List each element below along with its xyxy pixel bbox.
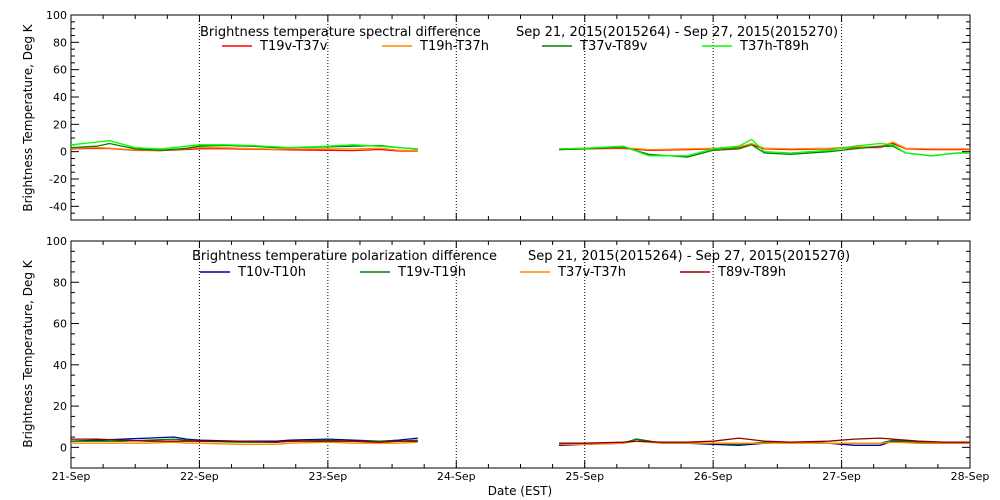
- y-axis-label: Brightness Temperature, Deg K: [21, 259, 35, 447]
- legend-label: T19v-T19h: [397, 265, 466, 280]
- plot-frame: [70, 14, 971, 221]
- legend-label: T19v-T37v: [259, 39, 328, 54]
- y-tick-label: 20: [53, 118, 67, 131]
- x-axis-label: Date (EST): [488, 484, 552, 498]
- y-tick-label: 100: [46, 9, 67, 22]
- series-line: [70, 146, 418, 151]
- x-tick-label: 27-Sep: [822, 470, 861, 483]
- y-tick-label: 0: [60, 146, 67, 159]
- legend-label: T89v-T89h: [717, 265, 786, 280]
- x-tick-label: 23-Sep: [309, 470, 348, 483]
- vertical-grid: [198, 241, 843, 468]
- series-line: [558, 141, 970, 151]
- legend: T19v-T37v T19h-T37h T37v-T89v T37h-T89h: [222, 39, 809, 54]
- y-tick-label: 80: [53, 276, 67, 289]
- x-tick-label: 26-Sep: [694, 470, 733, 483]
- legend-label: T10v-T10h: [237, 265, 306, 280]
- y-axis-label: Brightness Temperature, Deg K: [21, 23, 35, 211]
- y-tick-label: 60: [53, 318, 67, 331]
- series-line: [71, 438, 418, 443]
- legend: T10v-T10h T19v-T19h T37v-T37h T89v-T89h: [200, 265, 786, 280]
- legend-label: T37h-T89h: [739, 39, 809, 54]
- plot-frame: [70, 240, 971, 469]
- x-axis: [70, 15, 971, 220]
- y-tick-label: 100: [46, 235, 67, 248]
- chart-title: Brightness temperature polarization diff…: [192, 249, 497, 264]
- x-tick-label: 24-Sep: [437, 470, 476, 483]
- y-tick-label: 40: [53, 359, 67, 372]
- vertical-grid: [198, 15, 843, 220]
- series-line: [70, 140, 418, 150]
- polarization-difference-panel: 0 20 40 60 80 100 Brightness temperature pola…: [21, 235, 971, 469]
- date-range: Sep 21, 2015(2015264) - Sep 27, 2015(201…: [528, 249, 850, 264]
- spectral-difference-panel: -40 -20 0 20 40 60 80 100 Brightness temperatur…: [21, 9, 971, 221]
- y-tick-label: 40: [53, 91, 67, 104]
- x-tick-labels: 21-Sep 22-Sep 23-Sep 24-Sep 25-Sep 26-Sep 27-S…: [52, 470, 990, 483]
- y-tick-label: -20: [49, 173, 67, 186]
- x-axis: [70, 241, 971, 468]
- series-lines: [70, 138, 970, 158]
- series-line: [71, 441, 418, 445]
- legend-label: T19h-T37h: [419, 39, 489, 54]
- x-tick-label: 22-Sep: [180, 470, 219, 483]
- y-tick-label: -40: [49, 200, 67, 213]
- chart-title: Brightness temperature spectral differen…: [200, 25, 481, 40]
- series-lines: [70, 436, 971, 446]
- date-range: Sep 21, 2015(2015264) - Sep 27, 2015(201…: [516, 25, 838, 40]
- series-line: [558, 138, 970, 157]
- series-line: [558, 438, 971, 445]
- x-tick-label: 28-Sep: [951, 470, 990, 483]
- legend-label: T37v-T37h: [557, 265, 626, 280]
- x-tick-label: 21-Sep: [52, 470, 91, 483]
- y-axis: -40 -20 0 20 40 60 80 100: [46, 9, 970, 221]
- legend-label: T37v-T89v: [579, 39, 648, 54]
- x-tick-label: 25-Sep: [565, 470, 604, 483]
- y-tick-label: 80: [53, 36, 67, 49]
- series-line: [559, 437, 970, 444]
- y-axis: 0 20 40 60 80 100: [46, 235, 970, 469]
- y-tick-label: 20: [53, 400, 67, 413]
- y-tick-label: 0: [60, 441, 67, 454]
- y-tick-label: 60: [53, 64, 67, 77]
